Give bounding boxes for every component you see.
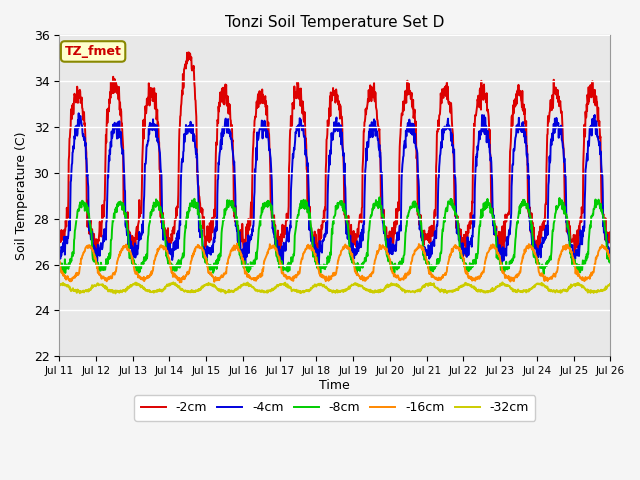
X-axis label: Time: Time: [319, 379, 350, 392]
-16cm: [493, 249, 501, 254]
-16cm: [176, 279, 184, 285]
-16cm: [164, 253, 172, 259]
-4cm: [55, 246, 63, 252]
-32cm: [607, 283, 614, 288]
-4cm: [240, 254, 248, 260]
-4cm: [607, 250, 614, 255]
-32cm: [421, 282, 429, 288]
-8cm: [607, 260, 614, 266]
Title: Tonzi Soil Temperature Set D: Tonzi Soil Temperature Set D: [225, 15, 445, 30]
-2cm: [542, 201, 550, 206]
-8cm: [540, 271, 548, 277]
-16cm: [421, 251, 429, 256]
-32cm: [179, 287, 186, 292]
-4cm: [179, 157, 186, 163]
-32cm: [170, 279, 177, 285]
-32cm: [493, 284, 501, 290]
-8cm: [376, 194, 383, 200]
-2cm: [421, 231, 429, 237]
-8cm: [493, 255, 500, 261]
-32cm: [165, 282, 173, 288]
-32cm: [542, 285, 550, 290]
-2cm: [311, 253, 319, 259]
-16cm: [179, 276, 186, 281]
-16cm: [241, 264, 248, 270]
-8cm: [164, 261, 172, 266]
-4cm: [421, 252, 429, 257]
Line: -16cm: -16cm: [59, 243, 611, 282]
-4cm: [279, 263, 287, 269]
-16cm: [542, 276, 550, 282]
-32cm: [241, 281, 248, 287]
Legend: -2cm, -4cm, -8cm, -16cm, -32cm: -2cm, -4cm, -8cm, -16cm, -32cm: [134, 395, 535, 420]
-2cm: [240, 248, 248, 253]
-8cm: [178, 256, 186, 262]
-8cm: [420, 257, 428, 263]
-2cm: [164, 249, 172, 255]
-8cm: [542, 263, 550, 269]
Line: -4cm: -4cm: [59, 113, 611, 266]
-16cm: [607, 256, 614, 262]
-8cm: [55, 264, 63, 270]
Line: -8cm: -8cm: [59, 197, 611, 274]
Line: -32cm: -32cm: [59, 282, 611, 293]
-2cm: [185, 49, 193, 55]
-4cm: [493, 234, 501, 240]
-2cm: [55, 236, 63, 242]
-16cm: [55, 257, 63, 263]
-8cm: [239, 264, 247, 270]
-2cm: [493, 233, 501, 239]
-4cm: [542, 235, 550, 241]
Y-axis label: Soil Temperature (C): Soil Temperature (C): [15, 132, 28, 260]
-32cm: [111, 290, 119, 296]
-2cm: [178, 95, 186, 101]
Text: TZ_fmet: TZ_fmet: [65, 45, 122, 58]
-2cm: [607, 235, 614, 240]
-4cm: [75, 110, 83, 116]
-32cm: [55, 282, 63, 288]
-4cm: [165, 250, 173, 255]
-16cm: [233, 240, 241, 246]
Line: -2cm: -2cm: [59, 52, 611, 256]
